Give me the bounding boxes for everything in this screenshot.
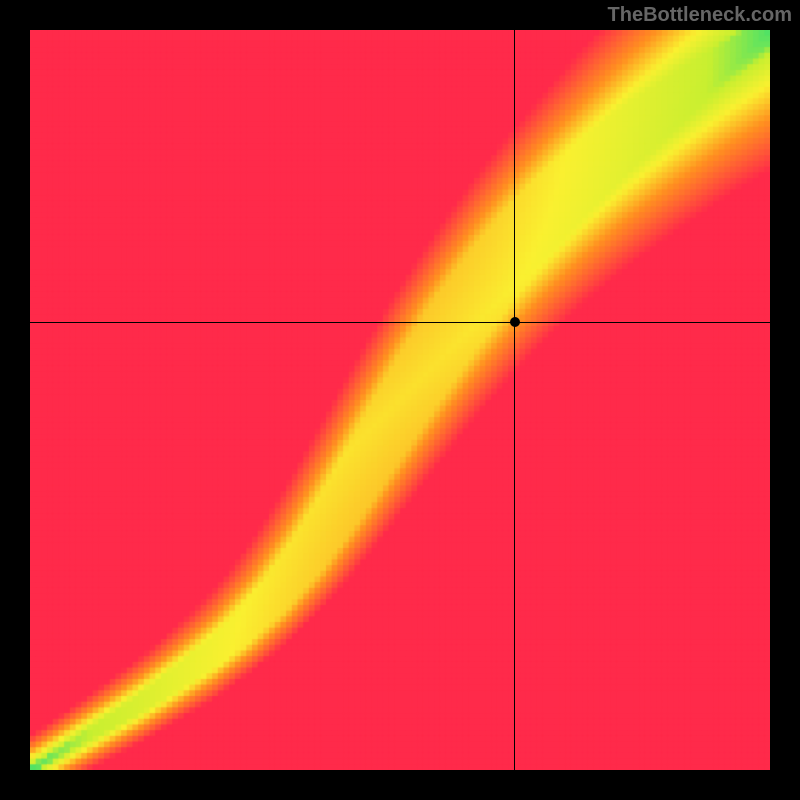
chart-container: TheBottleneck.com <box>0 0 800 800</box>
crosshair-vertical <box>514 30 515 770</box>
watermark-text: TheBottleneck.com <box>608 4 792 27</box>
heatmap-canvas <box>30 30 770 770</box>
plot-area <box>30 30 770 770</box>
crosshair-marker <box>510 317 520 327</box>
crosshair-horizontal <box>30 322 770 323</box>
